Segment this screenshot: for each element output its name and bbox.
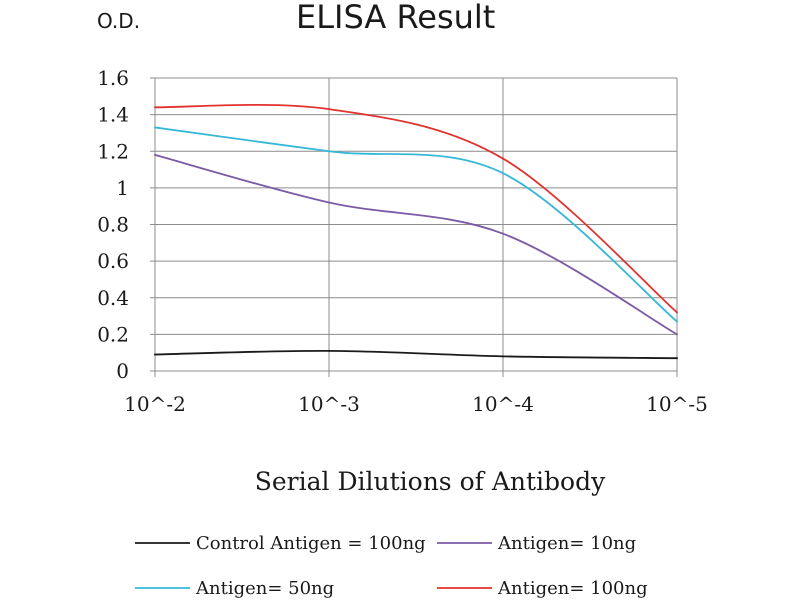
data-point <box>154 126 156 129</box>
data-point <box>502 355 504 358</box>
series-line-2 <box>154 154 678 336</box>
y-tick-label: 1.2 <box>97 139 129 163</box>
y-tick-label: 1.4 <box>97 103 129 127</box>
series-layer <box>154 103 678 360</box>
legend-label-4: Antigen= 100ng <box>497 578 648 599</box>
x-tick-label: 10^-2 <box>124 392 186 416</box>
x-tick-label: 10^-4 <box>472 392 534 416</box>
data-point <box>154 353 156 356</box>
y-axis-label: O.D. <box>97 9 140 33</box>
data-point <box>154 153 156 156</box>
legend-label-2: Antigen= 10ng <box>497 533 636 554</box>
series-line-3 <box>154 126 678 323</box>
data-point <box>328 201 330 204</box>
x-tick-label: 10^-5 <box>646 392 708 416</box>
x-tick-labels: 10^-2 10^-3 10^-4 10^-5 <box>124 392 708 416</box>
data-point <box>502 172 504 175</box>
y-tick-label: 0 <box>116 359 129 383</box>
data-point <box>328 108 330 111</box>
y-tick-label: 0.8 <box>97 213 129 237</box>
data-point <box>676 333 678 336</box>
legend-label-1: Control Antigen = 100ng <box>196 533 426 554</box>
data-point <box>328 150 330 153</box>
x-axis-label: Serial Dilutions of Antibody <box>255 467 606 496</box>
data-point <box>154 106 156 109</box>
x-tick-label: 10^-3 <box>298 392 360 416</box>
chart-title: ELISA Result <box>296 0 495 36</box>
y-tick-label: 1 <box>116 176 129 200</box>
data-point <box>676 357 678 360</box>
y-tick-label: 0.6 <box>97 249 129 273</box>
y-tick-label: 0.2 <box>97 322 129 346</box>
legend-label-3: Antigen= 50ng <box>195 578 334 599</box>
y-tick-label: 1.6 <box>97 66 129 90</box>
series-line-4 <box>154 103 678 314</box>
y-tick-label: 0.4 <box>97 286 129 310</box>
grid-layer <box>150 77 678 377</box>
data-point <box>676 311 678 314</box>
series-line-1 <box>154 349 678 360</box>
y-tick-labels: 0 0.2 0.4 0.6 0.8 1 1.2 1.4 1.6 <box>97 66 129 383</box>
data-point <box>676 320 678 323</box>
legend: Control Antigen = 100ng Antigen= 10ng Anti… <box>135 533 648 599</box>
data-point <box>502 157 504 160</box>
data-point <box>328 349 330 352</box>
data-point <box>502 232 504 235</box>
